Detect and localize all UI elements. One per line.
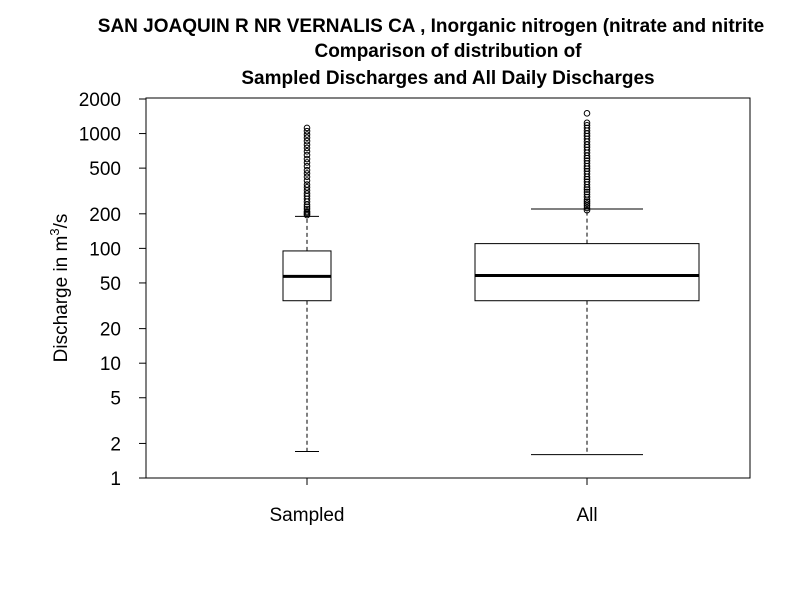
outlier-point <box>303 131 311 138</box>
outlier-point <box>303 170 311 177</box>
outlier-point <box>583 206 591 214</box>
x-tick-label: All <box>576 505 597 526</box>
y-axis-label: Discharge in m3/s <box>47 214 72 363</box>
y-tick-label: 2 <box>110 434 121 455</box>
title-line-3: Sampled Discharges and All Daily Dischar… <box>241 68 654 89</box>
chart-title: SAN JOAQUIN R NR VERNALIS CA , Inorganic… <box>98 16 764 89</box>
outlier-point <box>583 119 591 127</box>
y-tick-label: 20 <box>100 320 121 341</box>
outlier-point <box>583 193 591 201</box>
outlier-point <box>303 137 311 145</box>
y-tick-label: 1000 <box>79 125 121 146</box>
y-axis-label-main: Discharge in m <box>51 236 72 363</box>
outlier-point <box>303 181 311 188</box>
y-tick-label: 1 <box>110 469 121 490</box>
outlier-point <box>303 141 311 148</box>
y-tick-label: 500 <box>89 159 121 180</box>
outlier-point <box>583 191 591 198</box>
outlier-point <box>303 155 311 163</box>
outlier-point <box>303 159 311 166</box>
box-iqr <box>474 243 700 302</box>
y-tick-label: 100 <box>89 239 121 260</box>
outlier-point <box>303 190 311 197</box>
outlier-point <box>303 127 311 135</box>
outlier-point <box>303 177 311 184</box>
outlier-point <box>303 166 311 174</box>
outlier-point <box>303 134 311 142</box>
outlier-point <box>303 124 311 132</box>
outlier-point <box>583 200 591 207</box>
outlier-point <box>583 178 591 186</box>
plot-frame <box>145 97 751 479</box>
outlier-point <box>303 173 311 181</box>
y-tick-label: 200 <box>89 205 121 226</box>
outlier-point <box>303 144 311 152</box>
outlier-point <box>303 162 311 170</box>
y-tick-label: 50 <box>100 274 121 295</box>
outlier-point <box>303 184 311 191</box>
title-line-2: Comparison of distribution of <box>314 41 582 62</box>
y-axis-label-tail: /s <box>51 214 72 229</box>
outlier-point <box>583 122 591 129</box>
outlier-point <box>583 167 591 175</box>
boxes <box>282 110 700 456</box>
outlier-point <box>583 198 591 205</box>
outlier-point <box>583 110 591 117</box>
outlier-point <box>583 186 591 193</box>
y-axis: 1 2 5 10 20 50 100 200 500 1000 2000 <box>79 90 146 490</box>
outlier-point <box>303 151 311 159</box>
outlier-point <box>303 148 311 155</box>
title-line-1: SAN JOAQUIN R NR VERNALIS CA , Inorganic… <box>98 16 764 37</box>
outlier-point <box>583 124 591 132</box>
y-tick-label: 10 <box>100 354 121 375</box>
outlier-point <box>583 204 591 212</box>
x-tick-label: Sampled <box>270 505 345 526</box>
y-tick-label: 5 <box>110 389 121 410</box>
x-axis: Sampled All <box>270 478 598 526</box>
box-all <box>474 110 700 456</box>
box-sampled <box>282 124 332 453</box>
outlier-point <box>303 208 311 215</box>
y-tick-label: 2000 <box>79 90 121 111</box>
y-axis-label-superscript: 3 <box>47 228 62 235</box>
outlier-point <box>303 205 311 213</box>
outlier-point <box>583 188 591 196</box>
outlier-point <box>583 157 591 165</box>
